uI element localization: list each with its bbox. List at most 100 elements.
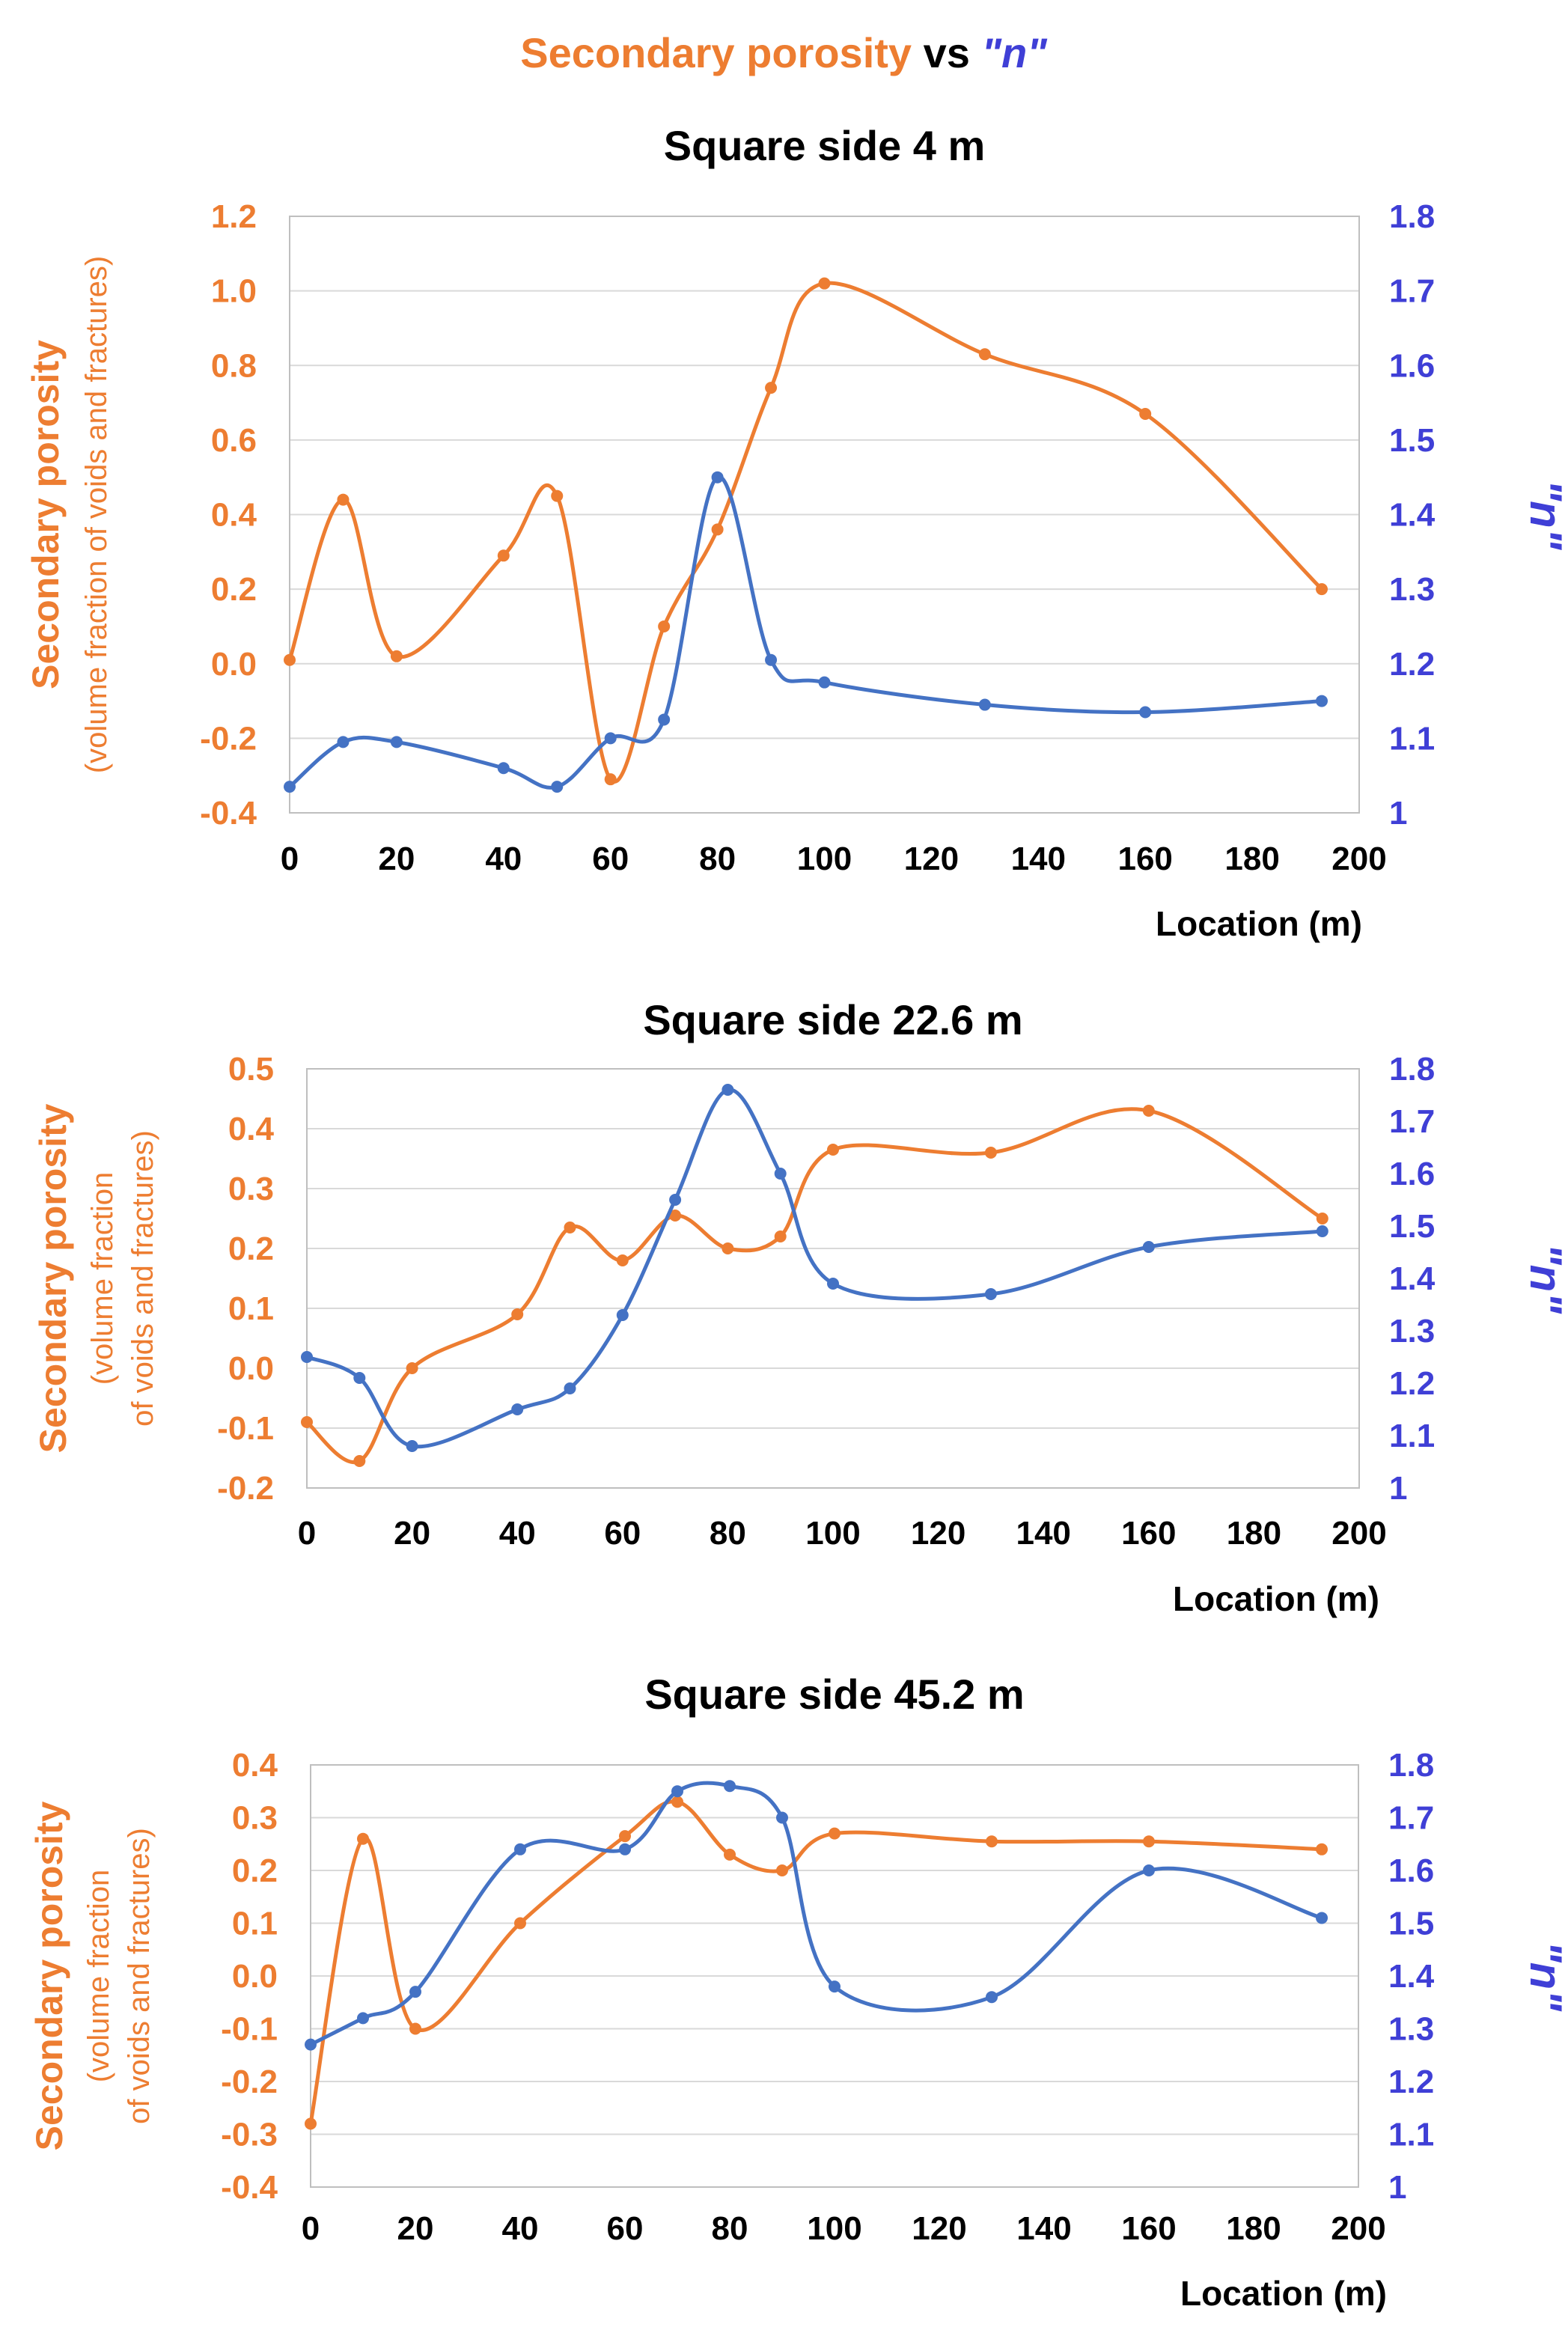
x-tick-label: 20 [378,841,415,877]
y-tick-label: 1.2 [211,198,257,235]
porosity-data-point [305,2117,317,2130]
n-data-point [564,1382,576,1394]
n-data-point [658,713,671,726]
x-tick-label: 100 [807,2210,861,2247]
porosity-series-line [305,1107,1325,1465]
porosity-data-point [357,1832,369,1845]
x-tick-label: 80 [710,1515,746,1552]
n-data-point [1142,1241,1155,1253]
y2-tick-label: 1.6 [1389,1156,1435,1192]
porosity-data-point [724,1848,736,1861]
porosity-data-point [1139,408,1152,421]
porosity-data-point [390,650,403,662]
porosity-data-point [511,1308,524,1320]
y-tick-label: 0.0 [228,1350,274,1387]
x-tick-label: 180 [1226,2210,1281,2247]
n-data-point [616,1309,629,1321]
porosity-data-point [765,382,778,394]
porosity-data-point [986,1835,998,1848]
y2-tick-label: 1.7 [1388,1800,1434,1837]
y2-axis-title: "n" [1521,480,1568,551]
porosity-data-point [284,653,296,666]
porosity-data-point [671,1796,683,1808]
n-data-point [353,1372,366,1384]
n-series-line [305,1088,1325,1449]
y-tick-label: 0.1 [232,1906,278,1942]
x-tick-label: 140 [1016,2210,1071,2247]
x-tick-label: 100 [797,841,852,877]
n-data-point [765,653,778,666]
n-data-point [1316,1912,1328,1924]
y2-tick-label: 1.6 [1388,1852,1434,1889]
n-series-line [287,475,1324,790]
porosity-data-point [818,277,831,290]
x-tick-label: 160 [1121,1515,1176,1552]
y-axis-title: Secondary porosity [25,340,67,689]
y2-tick-label: 1 [1389,1470,1407,1507]
chart-title: Square side 45.2 m [644,1671,1024,1718]
n-data-point [409,1986,421,1998]
y2-tick-label: 1.5 [1388,1906,1434,1942]
porosity-data-point [301,1416,313,1428]
y2-tick-label: 1.7 [1389,1103,1435,1140]
n-data-point [978,698,991,711]
y-tick-label: 1.0 [211,273,257,310]
x-tick-label: 20 [397,2210,434,2247]
y-tick-label: 0.5 [228,1051,274,1088]
y-tick-label: 0.2 [211,571,257,608]
n-data-point [514,1843,526,1855]
x-tick-label: 80 [712,2210,748,2247]
y2-tick-label: 1.1 [1388,2117,1434,2153]
n-data-point [711,471,724,484]
y-tick-label: 0.4 [232,1747,278,1784]
y2-tick-label: 1.8 [1389,198,1435,235]
y2-tick-label: 1.3 [1389,1313,1435,1350]
y2-tick-label: 1.2 [1389,646,1435,683]
y-tick-label: 0.8 [211,347,257,384]
y2-tick-label: 1.3 [1388,2011,1434,2048]
porosity-data-point [1143,1835,1155,1848]
n-series-line [308,1781,1324,2047]
n-data-point [829,1980,841,1993]
x-tick-label: 60 [607,2210,644,2247]
y-tick-label: -0.1 [217,1410,274,1447]
n-data-point [722,1084,734,1096]
y2-tick-label: 1.3 [1389,571,1435,608]
x-tick-label: 0 [302,2210,320,2247]
y-axis-title: Secondary porosity [28,1801,70,2150]
porosity-data-point [564,1222,576,1233]
n-data-point [1315,695,1328,707]
y2-tick-label: 1.8 [1389,1051,1435,1088]
x-tick-label: 20 [394,1515,430,1552]
n-data-point [671,1785,683,1798]
porosity-data-point [774,1230,787,1242]
y2-tick-label: 1.8 [1388,1747,1434,1784]
y-tick-label: 0.4 [228,1111,275,1147]
n-data-point [724,1780,736,1793]
n-data-point [774,1168,787,1180]
n-data-point [284,781,296,793]
porosity-data-point [1316,1213,1328,1225]
y-tick-label: -0.2 [221,2064,278,2100]
y-tick-label: 0.6 [211,422,257,459]
y2-tick-label: 1 [1389,795,1407,832]
header-vs: vs [912,29,981,76]
y-tick-label: -0.4 [200,795,257,832]
y2-tick-label: 1.2 [1389,1365,1435,1402]
x-tick-label: 40 [485,841,522,877]
n-data-point [301,1351,313,1363]
x-tick-label: 60 [604,1515,641,1552]
porosity-data-point [497,549,510,562]
y-tick-label: 0.2 [232,1852,278,1889]
y-axis-subtitle: (volume fraction [86,1172,119,1385]
n-data-point [1143,1864,1155,1876]
y-tick-label: 0.1 [228,1290,274,1327]
x-tick-label: 200 [1331,841,1386,877]
n-data-point [984,1288,997,1300]
x-tick-label: 40 [502,2210,539,2247]
x-tick-label: 40 [499,1515,536,1552]
y-axis-title: Secondary porosity [32,1103,74,1453]
y-tick-label: -0.4 [221,2169,278,2206]
y2-tick-label: 1.4 [1388,1958,1435,1995]
